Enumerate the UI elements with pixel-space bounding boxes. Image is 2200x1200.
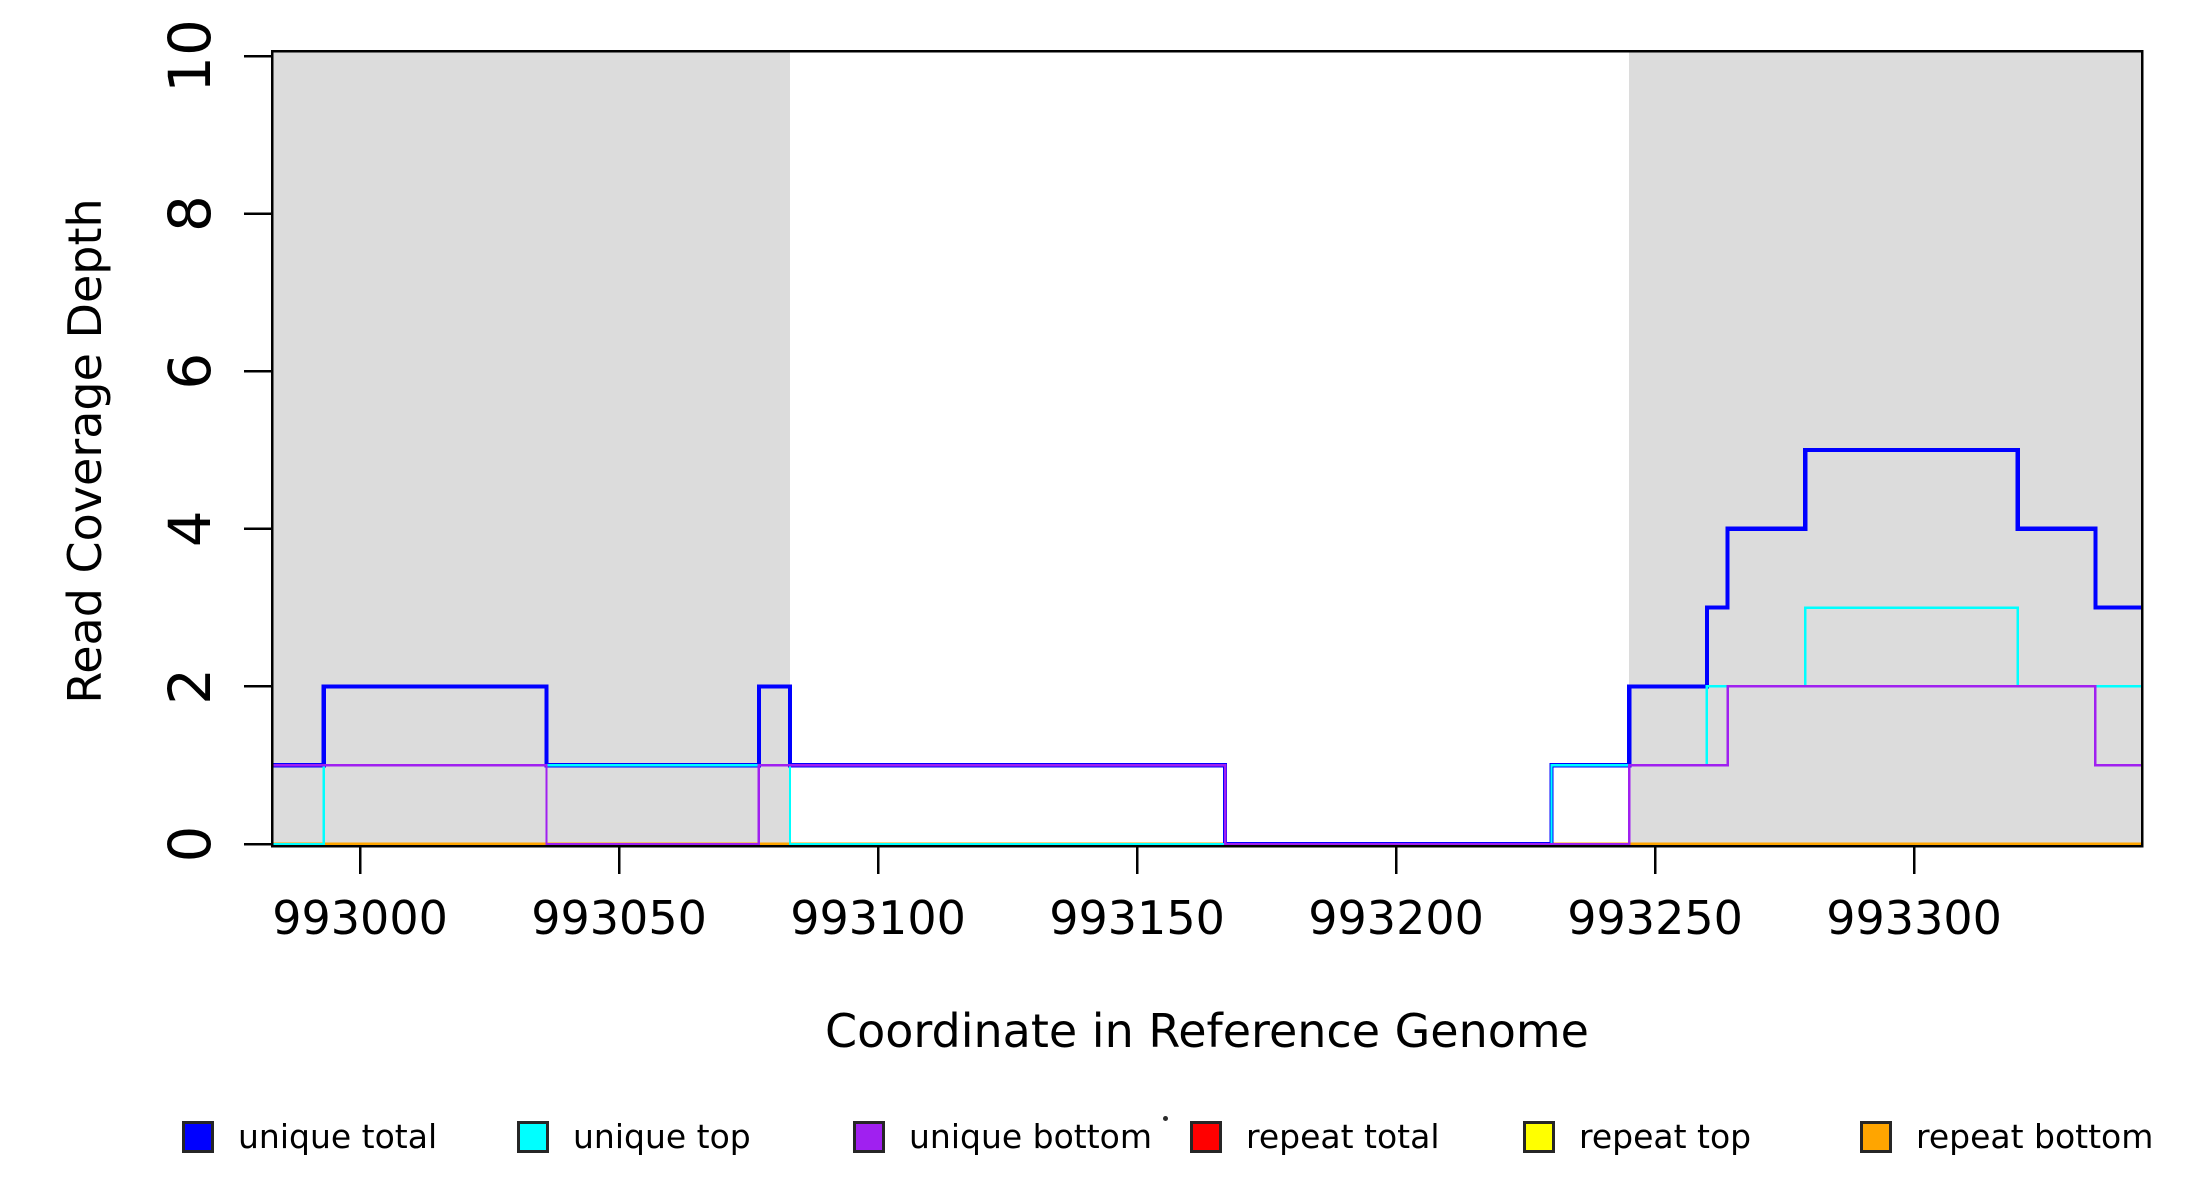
x-tick-label: 993150 <box>1049 891 1225 945</box>
x-tick-label: 993100 <box>790 891 966 945</box>
x-tick-label: 993250 <box>1567 891 1743 945</box>
y-tick-label: 8 <box>156 195 224 232</box>
shaded-region <box>272 51 791 846</box>
series-line-unique-bottom <box>272 685 2142 846</box>
y-tick-label: 10 <box>156 19 224 93</box>
y-tick-label: 6 <box>156 353 224 390</box>
y-tick-label: 2 <box>156 668 224 705</box>
x-tick-label: 993300 <box>1826 891 2002 945</box>
plot-box <box>270 49 2144 848</box>
x-axis-title: Coordinate in Reference Genome <box>825 1004 1589 1058</box>
stray-dot <box>1163 1116 1168 1121</box>
x-tick-label: 993200 <box>1308 891 1484 945</box>
x-tick-label: 993000 <box>272 891 448 945</box>
y-tick-label: 0 <box>156 826 224 863</box>
x-tick-label: 993050 <box>531 891 707 945</box>
y-axis-title: Read Coverage Depth <box>58 198 112 704</box>
y-tick-label: 4 <box>156 510 224 547</box>
